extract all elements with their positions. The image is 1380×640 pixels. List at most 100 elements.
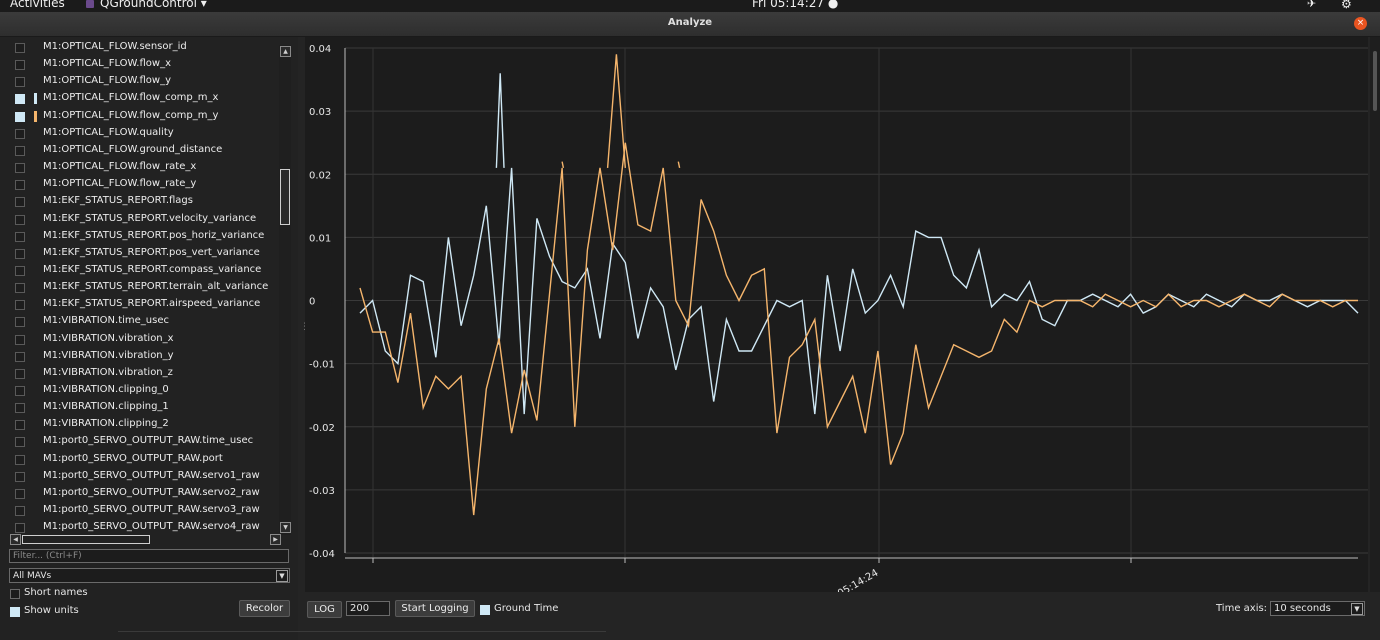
plot-scrollbar-thumb[interactable] xyxy=(1373,51,1377,111)
settings-icon[interactable]: ⚙ xyxy=(1341,0,1352,11)
item-checkbox[interactable] xyxy=(15,368,25,379)
item-checkbox[interactable] xyxy=(15,488,25,499)
item-checkbox[interactable] xyxy=(15,43,25,53)
recolor-button[interactable]: Recolor xyxy=(239,600,290,617)
plot-area[interactable]: 0.04 0.03 0.02 0.01 0 -0.01 -0.02 -0.03 -0.04 05:… xyxy=(305,37,1368,600)
app-menu[interactable]: QGroundControl ▾ xyxy=(100,0,207,10)
list-item[interactable]: M1:port0_SERVO_OUTPUT_RAW.time_usec xyxy=(0,433,278,450)
ground-time-checkbox[interactable]: Ground Time xyxy=(480,603,558,615)
item-checkbox[interactable] xyxy=(15,471,25,482)
item-checkbox[interactable] xyxy=(15,60,25,71)
scroll-right-icon[interactable]: ▶ xyxy=(270,534,281,545)
clock[interactable]: Fri 05:14:27 ● xyxy=(752,0,839,10)
item-checkbox[interactable] xyxy=(15,454,25,465)
list-item[interactable]: M1:VIBRATION.vibration_y xyxy=(0,348,278,365)
item-checkbox[interactable] xyxy=(15,403,25,414)
item-checkbox[interactable] xyxy=(15,317,25,328)
chevron-down-icon[interactable]: ▼ xyxy=(276,570,288,582)
item-checkbox[interactable] xyxy=(15,334,25,345)
item-checkbox[interactable] xyxy=(15,248,25,259)
close-icon[interactable]: × xyxy=(1354,17,1367,30)
item-label: M1:port0_SERVO_OUTPUT_RAW.servo4_raw xyxy=(43,521,260,533)
item-checkbox[interactable] xyxy=(15,180,25,191)
log-button[interactable]: LOG xyxy=(307,601,342,618)
item-checkbox[interactable] xyxy=(15,420,25,431)
item-checkbox[interactable] xyxy=(15,231,25,242)
list-item[interactable]: M1:EKF_STATUS_REPORT.velocity_variance xyxy=(0,211,278,228)
list-item[interactable]: M1:port0_SERVO_OUTPUT_RAW.servo4_raw xyxy=(0,519,278,535)
y-tick-label: -0.04 xyxy=(309,549,335,560)
item-checkbox[interactable] xyxy=(15,283,25,294)
list-item[interactable]: M1:EKF_STATUS_REPORT.pos_vert_variance xyxy=(0,245,278,262)
time-axis-select[interactable]: 10 seconds ▼ xyxy=(1270,601,1365,616)
item-checkbox[interactable] xyxy=(15,214,25,225)
list-horizontal-scrollbar[interactable]: ◀ ▶ xyxy=(10,534,290,545)
item-checkbox[interactable] xyxy=(15,523,25,534)
scrollbar-thumb[interactable] xyxy=(280,169,290,225)
list-item[interactable]: M1:EKF_STATUS_REPORT.terrain_alt_varianc… xyxy=(0,279,278,296)
list-item[interactable]: M1:port0_SERVO_OUTPUT_RAW.port xyxy=(0,451,278,468)
filter-input[interactable]: Filter... (Ctrl+F) xyxy=(9,549,289,563)
short-names-checkbox[interactable]: Short names xyxy=(10,587,88,599)
item-checkbox[interactable] xyxy=(15,94,25,105)
item-checkbox[interactable] xyxy=(15,111,25,122)
item-checkbox[interactable] xyxy=(15,351,25,362)
scroll-up-icon[interactable]: ▲ xyxy=(280,46,291,57)
item-checkbox[interactable] xyxy=(15,506,25,517)
y-tick-label: 0.02 xyxy=(309,170,331,181)
item-label: M1:OPTICAL_FLOW.flow_rate_y xyxy=(43,178,197,190)
start-logging-button[interactable]: Start Logging xyxy=(395,600,475,617)
list-item[interactable]: M1:VIBRATION.vibration_z xyxy=(0,365,278,382)
item-checkbox[interactable] xyxy=(15,145,25,156)
ground-time-checkbox-box[interactable] xyxy=(480,605,490,615)
item-label: M1:OPTICAL_FLOW.flow_y xyxy=(43,75,171,87)
item-checkbox[interactable] xyxy=(15,77,25,88)
list-item[interactable]: M1:port0_SERVO_OUTPUT_RAW.servo3_raw xyxy=(0,502,278,519)
list-item[interactable]: M1:OPTICAL_FLOW.flow_rate_y xyxy=(0,176,278,193)
show-units-checkbox-box[interactable] xyxy=(10,607,20,617)
item-checkbox[interactable] xyxy=(15,300,25,311)
item-checkbox[interactable] xyxy=(15,163,25,174)
list-item[interactable]: M1:VIBRATION.vibration_x xyxy=(0,331,278,348)
list-item[interactable]: M1:EKF_STATUS_REPORT.airspeed_variance xyxy=(0,296,278,313)
show-units-checkbox[interactable]: Show units xyxy=(10,605,79,617)
list-item[interactable]: M1:OPTICAL_FLOW.flow_x xyxy=(0,56,278,73)
item-checkbox[interactable] xyxy=(15,437,25,448)
list-item[interactable]: M1:VIBRATION.clipping_2 xyxy=(0,416,278,433)
list-item[interactable]: M1:VIBRATION.time_usec xyxy=(0,313,278,330)
list-item[interactable]: M1:OPTICAL_FLOW.quality xyxy=(0,125,278,142)
list-item[interactable]: M1:VIBRATION.clipping_1 xyxy=(0,399,278,416)
y-tick-label: -0.01 xyxy=(309,360,335,371)
chevron-down-icon[interactable]: ▼ xyxy=(1351,603,1363,615)
list-item[interactable]: M1:port0_SERVO_OUTPUT_RAW.servo2_raw xyxy=(0,485,278,502)
list-item[interactable]: M1:EKF_STATUS_REPORT.flags xyxy=(0,193,278,210)
list-item[interactable]: M1:VIBRATION.clipping_0 xyxy=(0,382,278,399)
scroll-left-icon[interactable]: ◀ xyxy=(10,534,21,545)
activities-button[interactable]: Activities xyxy=(10,0,65,10)
list-item[interactable]: M1:port0_SERVO_OUTPUT_RAW.servo1_raw xyxy=(0,468,278,485)
item-checkbox[interactable] xyxy=(15,128,25,139)
log-count-input[interactable]: 200 xyxy=(346,601,390,616)
item-checkbox[interactable] xyxy=(15,197,25,208)
item-checkbox[interactable] xyxy=(15,265,25,276)
horizontal-scrollbar-thumb[interactable] xyxy=(22,535,150,544)
list-item[interactable]: M1:OPTICAL_FLOW.flow_comp_m_y xyxy=(0,108,278,125)
list-item[interactable]: M1:OPTICAL_FLOW.ground_distance xyxy=(0,142,278,159)
list-item[interactable]: M1:OPTICAL_FLOW.flow_y xyxy=(0,73,278,90)
list-vertical-scrollbar[interactable]: ▲ ▼ xyxy=(279,45,291,535)
list-item[interactable]: M1:OPTICAL_FLOW.flow_comp_m_x xyxy=(0,90,278,107)
mav-select[interactable]: All MAVs ▼ xyxy=(9,568,290,583)
panel-splitter-handle[interactable]: ⋮ xyxy=(300,322,309,342)
list-item[interactable]: M1:OPTICAL_FLOW.sensor_id xyxy=(0,39,278,56)
line-chart[interactable]: 0.04 0.03 0.02 0.01 0 -0.01 -0.02 -0.03 -0.04 05:… xyxy=(305,37,1368,600)
scroll-down-icon[interactable]: ▼ xyxy=(280,522,291,533)
list-item[interactable]: M1:EKF_STATUS_REPORT.compass_variance xyxy=(0,262,278,279)
telemetry-list[interactable]: M1:OPTICAL_FLOW.sensor_id M1:OPTICAL_FLOW… xyxy=(0,39,278,535)
plot-scrollbar[interactable] xyxy=(1370,37,1380,592)
item-checkbox[interactable] xyxy=(15,386,25,396)
list-item[interactable]: M1:EKF_STATUS_REPORT.pos_horiz_variance xyxy=(0,228,278,245)
network-icon[interactable]: ✈ xyxy=(1307,0,1317,10)
x-tick-label: 05:14:24 xyxy=(836,568,880,592)
list-item[interactable]: M1:OPTICAL_FLOW.flow_rate_x xyxy=(0,159,278,176)
short-names-checkbox-box[interactable] xyxy=(10,589,20,599)
